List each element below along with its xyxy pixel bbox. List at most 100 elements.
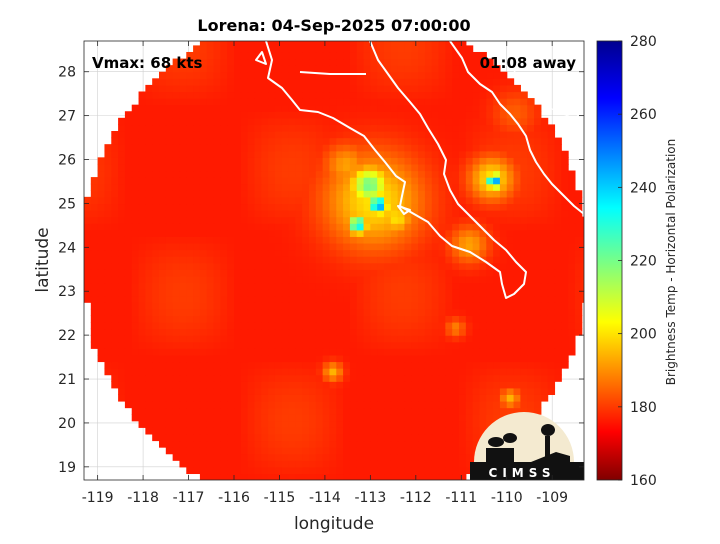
heat-cell [254, 98, 262, 106]
heat-cell [206, 150, 215, 158]
heat-cell [513, 381, 521, 389]
heat-cell [288, 203, 296, 211]
x-ticks: -119 -118 -117 -116 -115 -114 -113 -112 -111 -110… [82, 41, 568, 506]
heat-cell [104, 368, 112, 376]
heat-cell [472, 394, 481, 402]
heat-cell [547, 163, 556, 172]
heat-cell [213, 130, 221, 139]
heat-cell [131, 117, 140, 126]
heat-cell [281, 41, 290, 46]
heat-cell [104, 157, 112, 165]
heat-cell [479, 236, 487, 244]
heat-cell [431, 354, 440, 363]
heat-cell [172, 84, 181, 93]
heat-cell [206, 223, 215, 231]
heat-cell [343, 163, 351, 172]
heat-cell [309, 256, 317, 264]
heat-cell [302, 473, 310, 480]
heat-cell [322, 242, 331, 251]
heat-cell [472, 98, 481, 106]
heat-cell [499, 354, 508, 363]
heat-cell [520, 354, 528, 363]
heat-cell [193, 177, 201, 185]
heat-cell [104, 183, 112, 191]
heat-cell [452, 295, 460, 303]
heat-cell [370, 242, 378, 251]
heat-cell [424, 302, 433, 310]
heat-cell [390, 150, 399, 158]
heat-cell [193, 335, 201, 343]
heat-cell [547, 242, 556, 251]
heat-cell [445, 98, 453, 106]
heat-cell [227, 447, 235, 455]
heat-cell [213, 282, 221, 290]
heat-cell [445, 170, 453, 178]
heat-cell [152, 321, 160, 330]
heat-cell [486, 256, 494, 264]
heat-cell [452, 177, 460, 185]
heat-cell [438, 163, 446, 172]
heat-cell [431, 289, 440, 297]
heat-cell [486, 216, 494, 224]
heat-cell [452, 348, 460, 356]
heat-cell [472, 295, 481, 303]
heat-cell [97, 275, 106, 284]
heat-cell [397, 381, 406, 389]
heat-cell [104, 144, 112, 152]
heat-cell [322, 65, 331, 73]
heat-cell [520, 144, 528, 152]
heat-cell [309, 58, 317, 66]
heat-cell [309, 440, 317, 448]
heat-cell [193, 223, 201, 231]
heat-cell [479, 374, 487, 382]
heat-cell [343, 407, 351, 415]
heat-cell [199, 328, 208, 336]
heat-cell [520, 387, 528, 395]
heat-cell [247, 111, 256, 119]
heat-cell [506, 98, 515, 106]
heat-cell [343, 236, 351, 244]
heat-cell [349, 157, 358, 165]
heat-cell [506, 335, 515, 343]
heat-cell [486, 223, 494, 231]
heat-cell [302, 51, 310, 60]
heat-cell [261, 223, 269, 231]
heat-cell [336, 71, 344, 79]
heat-cell [493, 170, 501, 178]
heat-cell [390, 315, 399, 323]
heat-cell [186, 256, 194, 264]
heat-cell [274, 414, 283, 422]
heat-cell [424, 210, 433, 218]
heat-cell [493, 203, 501, 211]
heat-cell [479, 183, 487, 191]
heat-cell [520, 117, 528, 126]
heat-cell [418, 361, 426, 369]
heat-cell [424, 157, 433, 165]
heat-cell [329, 216, 337, 224]
heat-cell [397, 328, 406, 336]
heat-cell [124, 275, 133, 284]
heat-cell [568, 341, 576, 349]
heat-cell [554, 190, 562, 198]
heat-cell [547, 282, 556, 290]
heat-cell [438, 236, 446, 244]
heat-cell [561, 328, 569, 336]
heat-cell [165, 144, 174, 152]
heat-cell [213, 256, 221, 264]
heat-cell [363, 460, 371, 468]
heat-cell [131, 394, 140, 402]
heat-cell [384, 447, 392, 455]
heat-cell [349, 84, 358, 93]
heat-cell [363, 229, 371, 237]
heat-cell [493, 78, 501, 86]
heat-cell [411, 269, 419, 277]
heat-cell [363, 453, 371, 461]
heat-cell [220, 308, 228, 316]
heat-cell [247, 41, 256, 46]
heat-cell [213, 196, 221, 205]
heat-cell [234, 236, 242, 244]
heat-cell [349, 117, 358, 126]
heat-cell [377, 466, 385, 475]
heat-cell [240, 341, 249, 349]
heat-cell [131, 321, 140, 330]
